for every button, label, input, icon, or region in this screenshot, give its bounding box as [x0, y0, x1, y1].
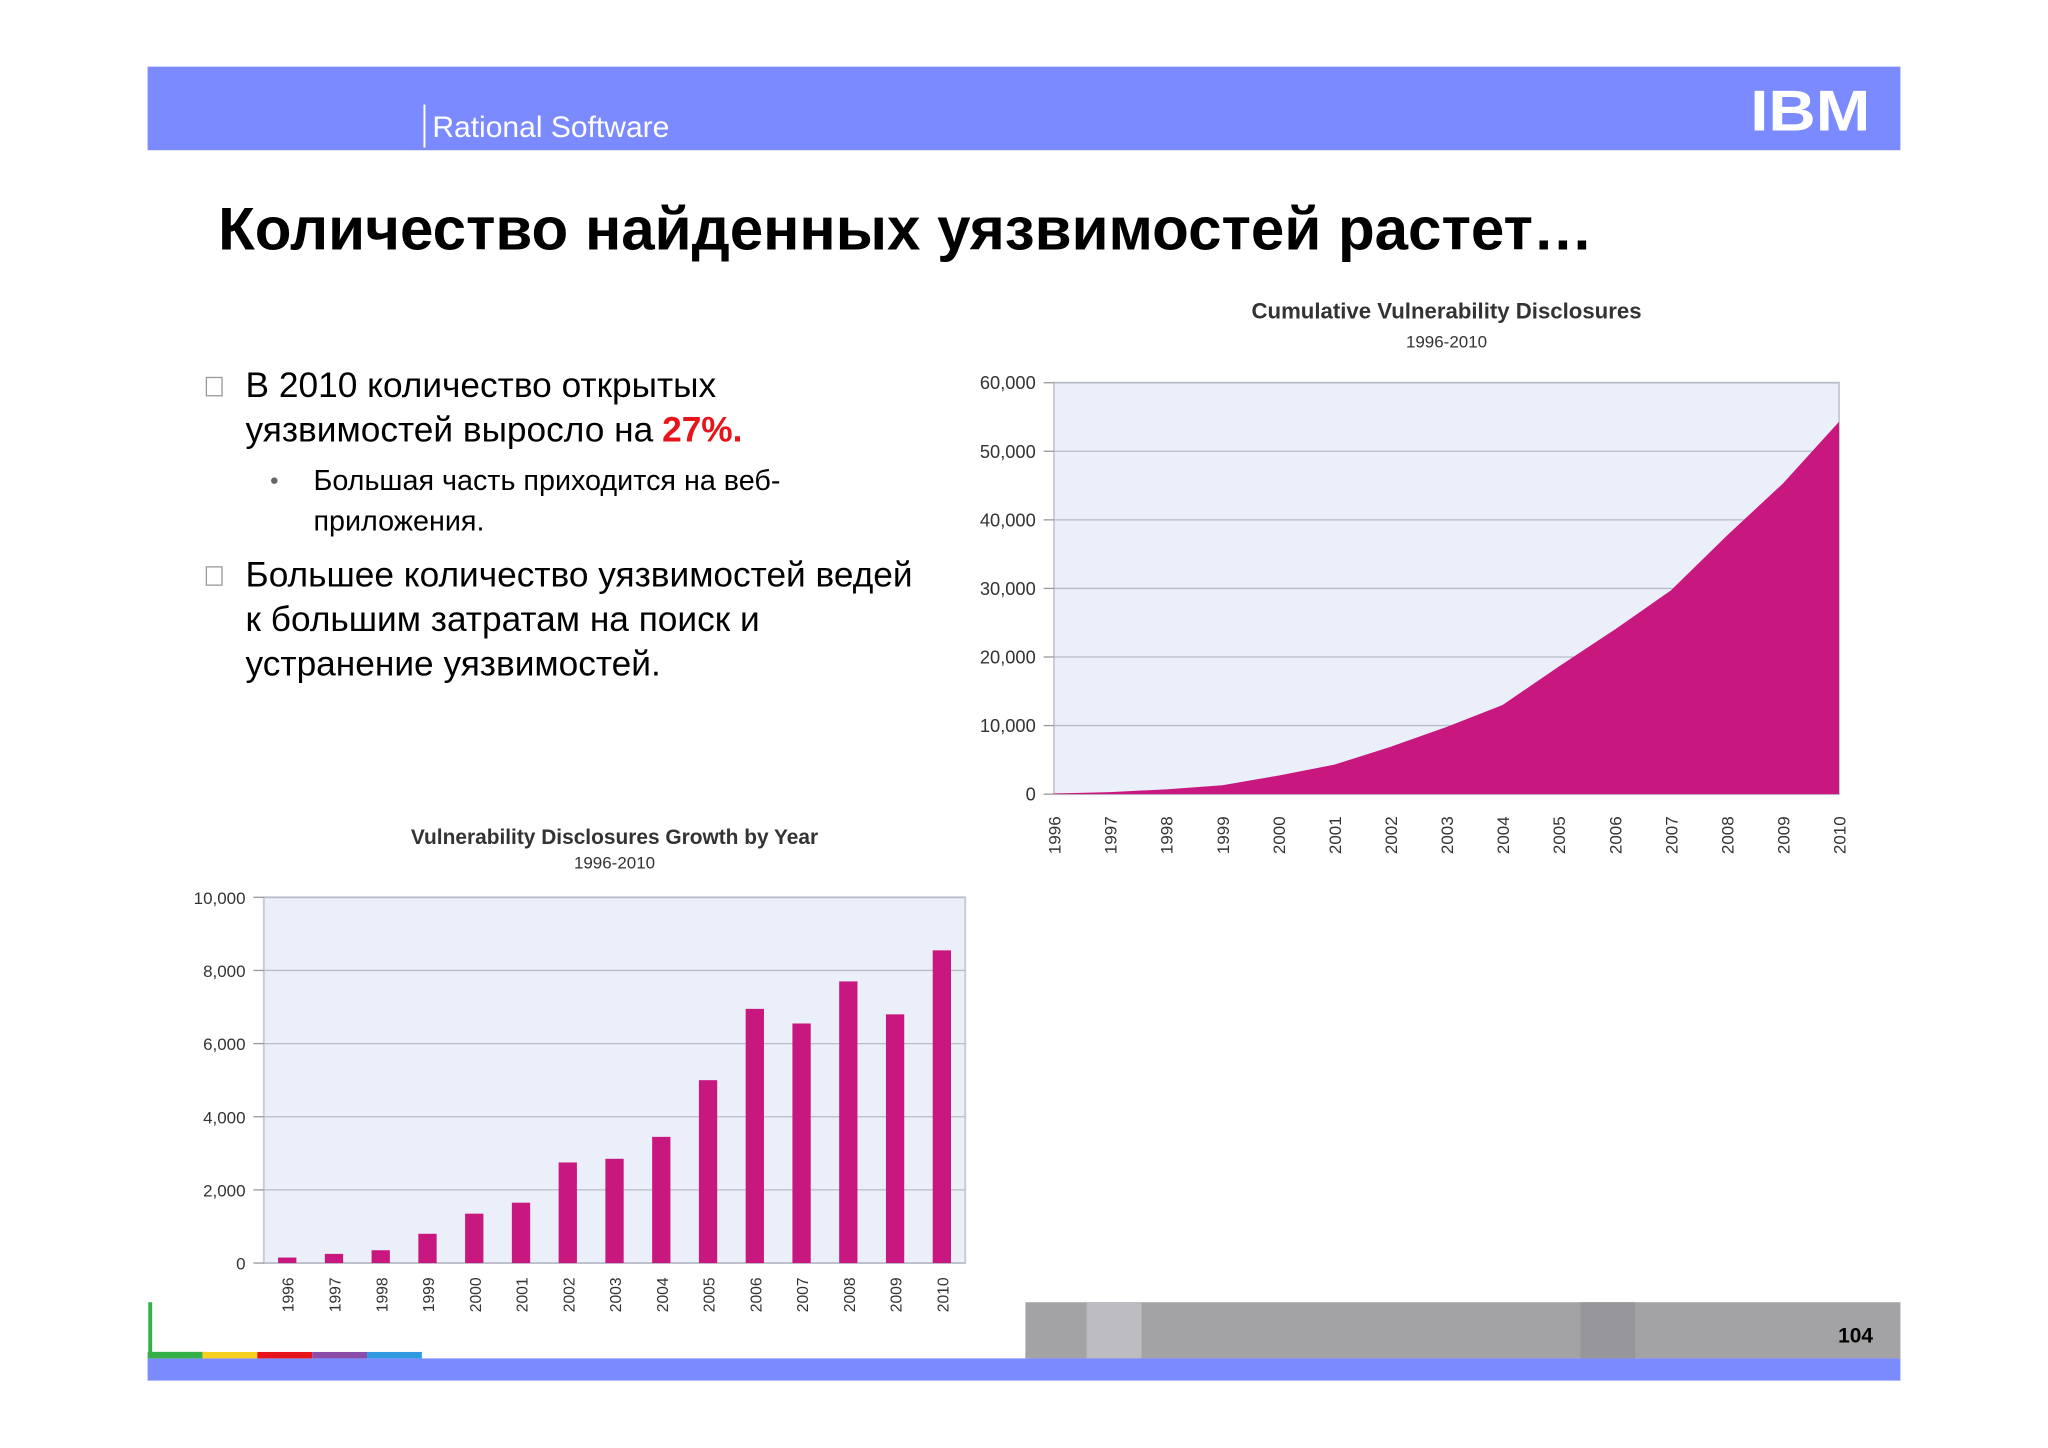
bar [558, 1162, 577, 1264]
x-tick-label: 2007 [795, 1277, 812, 1312]
y-tick-label: 10,000 [194, 889, 246, 908]
x-tick-label: 2005 [1550, 816, 1569, 854]
x-tick-label: 1998 [374, 1277, 391, 1312]
footer-segment [1580, 1302, 1636, 1359]
x-tick-label: 2005 [702, 1277, 719, 1312]
color-bar [257, 1351, 313, 1359]
x-tick-label: 2009 [1774, 816, 1793, 854]
bar [698, 1080, 718, 1264]
x-tick-label: 2007 [1662, 816, 1681, 854]
bar [511, 1202, 531, 1264]
x-tick-label: 1997 [328, 1277, 345, 1312]
y-tick-label: 6,000 [203, 1035, 245, 1054]
bar [652, 1136, 671, 1264]
bullet-box: В 2010 количество открытых уязвимостей в… [246, 363, 925, 452]
header-band [147, 66, 1901, 151]
y-tick-label: 0 [1026, 784, 1036, 805]
color-bar [312, 1351, 368, 1359]
y-tick-label: 8,000 [203, 962, 245, 981]
x-tick-label: 1996 [1046, 816, 1065, 854]
chart-title: Cumulative Vulnerability Disclosures [1252, 299, 1642, 324]
x-tick-label: 2002 [561, 1277, 578, 1312]
x-tick-label: 2004 [655, 1277, 672, 1312]
x-tick-label: 1997 [1102, 816, 1121, 854]
y-tick-label: 10,000 [980, 715, 1036, 736]
bar [792, 1023, 811, 1264]
bullet: Большее количество уязвимостей ведей к б… [245, 555, 913, 684]
x-tick-label: 2002 [1382, 816, 1401, 854]
bar [885, 1014, 905, 1264]
y-tick-label: 40,000 [980, 509, 1036, 530]
sub-bullet-box: Большая часть приходится на веб-приложен… [313, 463, 781, 537]
x-tick-label: 2001 [515, 1277, 532, 1312]
bullet-marker [205, 566, 223, 586]
x-tick-label: 1996 [281, 1277, 298, 1312]
bar [605, 1158, 624, 1264]
x-tick-label: 2006 [748, 1277, 765, 1312]
footer-stripe [147, 1358, 1901, 1381]
y-tick-label: 2,000 [203, 1181, 245, 1200]
color-bar [202, 1351, 258, 1359]
chart-subtitle: 1996-2010 [1406, 332, 1487, 351]
bar [371, 1250, 390, 1264]
y-tick-label: 60,000 [980, 372, 1036, 393]
sub-bullet: Большая часть приходится на веб-приложен… [313, 463, 781, 537]
x-tick-label: 2008 [842, 1277, 859, 1312]
bar [465, 1213, 484, 1264]
bar [932, 950, 951, 1264]
bullet: В 2010 количество открытых уязвимостей в… [246, 363, 925, 452]
y-tick-label: 20,000 [980, 647, 1036, 668]
x-tick-label: 2010 [935, 1277, 952, 1312]
bullet-text: В 2010 количество открытых уязвимостей в… [245, 365, 717, 450]
x-tick-label: 1998 [1158, 816, 1177, 854]
color-bar [367, 1351, 422, 1359]
x-tick-label: 2000 [1270, 816, 1289, 854]
bar [324, 1253, 344, 1264]
bullet-box: Большее количество уязвимостей ведей к б… [245, 555, 913, 684]
bullet-marker [205, 376, 223, 397]
x-tick-label: 2003 [608, 1277, 625, 1312]
x-tick-label: 1999 [421, 1277, 438, 1312]
area [1054, 421, 1840, 795]
x-tick-label: 2009 [889, 1277, 906, 1312]
bar [278, 1257, 297, 1264]
slide-title: Количество найденных уязвимостей растет… [218, 195, 1593, 262]
logo: IBM [1750, 80, 1870, 144]
bar [839, 981, 858, 1264]
page-number: 104 [1838, 1325, 1873, 1348]
bullet-highlight: 27%. [662, 410, 743, 450]
x-tick-label: 2004 [1494, 816, 1513, 854]
footer-segment [1086, 1302, 1142, 1359]
color-bar [147, 1351, 203, 1359]
sub-bullet-marker [271, 477, 278, 484]
x-tick-label: 2008 [1718, 816, 1737, 854]
x-tick-label: 2000 [468, 1277, 485, 1312]
y-tick-label: 30,000 [980, 578, 1036, 599]
y-tick-label: 0 [236, 1255, 245, 1274]
x-tick-label: 1999 [1214, 816, 1233, 854]
x-tick-label: 2010 [1831, 816, 1850, 854]
x-tick-label: 2006 [1606, 816, 1625, 854]
y-tick-label: 4,000 [203, 1108, 245, 1127]
y-tick-label: 50,000 [980, 441, 1036, 462]
bar [745, 1008, 764, 1264]
x-tick-label: 2003 [1438, 816, 1457, 854]
chart-title: Vulnerability Disclosures Growth by Year [411, 826, 818, 849]
bar [418, 1233, 437, 1264]
chart-subtitle: 1996-2010 [574, 854, 655, 873]
x-tick-label: 2001 [1326, 816, 1345, 854]
product-name: Rational Software [432, 111, 669, 144]
footer-band [1025, 1302, 1901, 1359]
